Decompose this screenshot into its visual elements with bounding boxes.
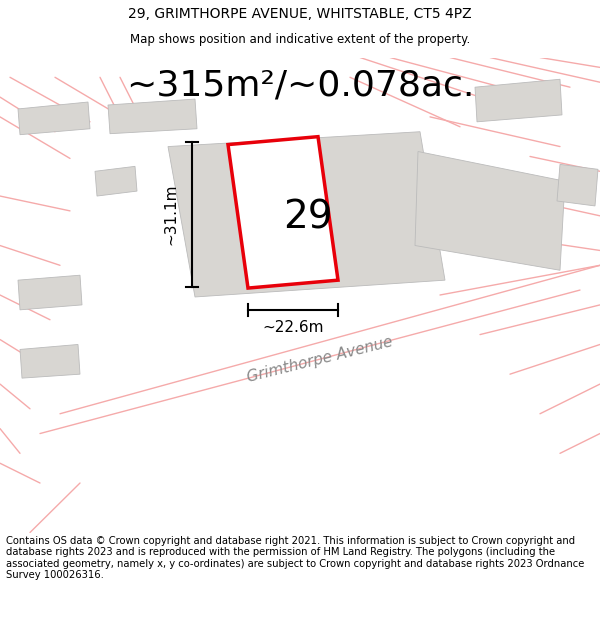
Polygon shape — [168, 132, 445, 297]
Text: 29, GRIMTHORPE AVENUE, WHITSTABLE, CT5 4PZ: 29, GRIMTHORPE AVENUE, WHITSTABLE, CT5 4… — [128, 8, 472, 21]
Polygon shape — [228, 137, 338, 288]
Polygon shape — [415, 151, 565, 270]
Text: ~315m²/~0.078ac.: ~315m²/~0.078ac. — [126, 68, 474, 102]
Text: ~22.6m: ~22.6m — [262, 320, 324, 335]
Text: 29: 29 — [283, 198, 333, 236]
Polygon shape — [20, 344, 80, 378]
Polygon shape — [557, 164, 598, 206]
Text: Contains OS data © Crown copyright and database right 2021. This information is : Contains OS data © Crown copyright and d… — [6, 536, 584, 581]
Polygon shape — [18, 275, 82, 310]
Polygon shape — [95, 166, 137, 196]
Text: Grimthorpe Avenue: Grimthorpe Avenue — [245, 334, 394, 385]
Polygon shape — [18, 102, 90, 134]
Polygon shape — [108, 99, 197, 134]
Text: ~31.1m: ~31.1m — [163, 184, 178, 245]
Polygon shape — [475, 79, 562, 122]
Text: Map shows position and indicative extent of the property.: Map shows position and indicative extent… — [130, 34, 470, 46]
